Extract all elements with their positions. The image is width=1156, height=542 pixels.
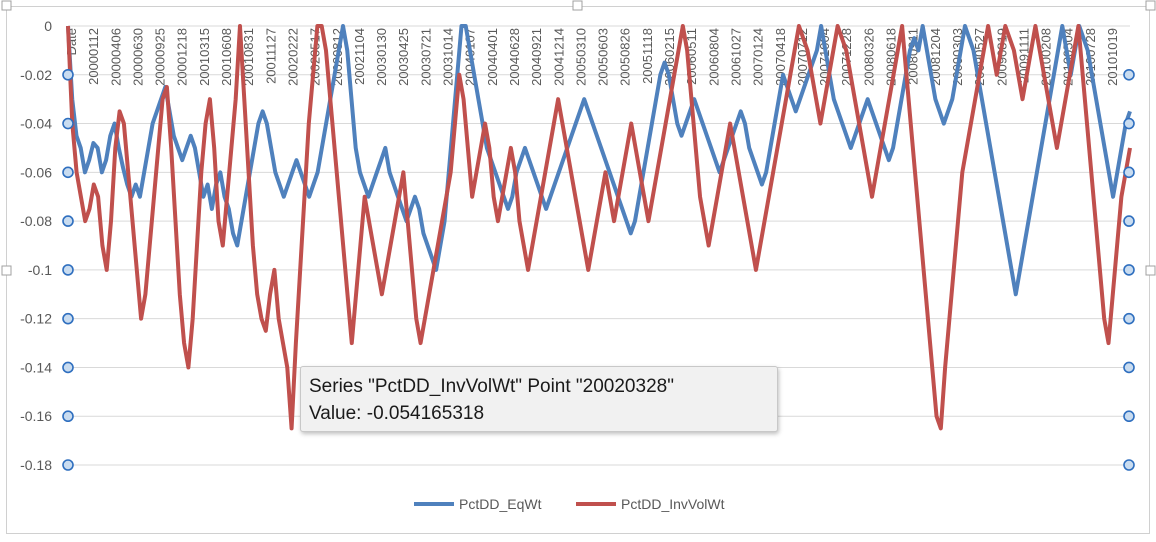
y-tick-label: -0.16 [20, 408, 52, 424]
x-tick-label: 20030721 [418, 28, 433, 86]
x-tick-label: 20000406 [108, 28, 123, 86]
resize-handle-middle-right[interactable] [1145, 265, 1156, 276]
legend-label[interactable]: PctDD_InvVolWt [621, 496, 725, 512]
x-tick-label: 20000925 [153, 28, 168, 86]
x-tick-label: 20000112 [86, 28, 101, 85]
y-tick-label: 0 [44, 18, 52, 34]
y-tick-label: -0.04 [20, 116, 52, 132]
series-line-pctdd-invvolwt[interactable] [66, 24, 1132, 431]
x-tick-label: 20020222 [285, 28, 300, 86]
y-tick-label: -0.02 [20, 67, 52, 83]
x-tick-label: 20070124 [751, 28, 766, 86]
x-tick-label: 20040628 [507, 28, 522, 86]
x-tick-label: 20080326 [861, 28, 876, 86]
x-tick-label: Date [64, 28, 79, 55]
resize-handle-top-left[interactable] [1, 0, 12, 11]
x-tick-label: 20010315 [197, 28, 212, 86]
resize-handle-top-center[interactable] [572, 0, 583, 11]
x-tick-label: 20030130 [374, 28, 389, 86]
series-lines[interactable] [66, 24, 1132, 431]
y-tick-label: -0.14 [20, 359, 52, 375]
x-tick-label: 20101019 [1105, 28, 1120, 86]
right-selection-handle[interactable] [1123, 117, 1135, 130]
x-tick-label: 20031014 [441, 28, 456, 86]
left-selection-handle[interactable] [62, 410, 74, 423]
x-tick-label: 20061027 [728, 28, 743, 86]
resize-handle-middle-left[interactable] [1, 265, 12, 276]
y-tick-label: -0.12 [20, 311, 52, 327]
right-selection-handle[interactable] [1123, 361, 1135, 374]
left-selection-handle[interactable] [62, 361, 74, 374]
legend-label[interactable]: PctDD_EqWt [459, 496, 542, 512]
chart-resize-handles[interactable] [1, 0, 1156, 276]
y-tick-label: -0.06 [20, 164, 52, 180]
y-axis-tick-labels: 0 -0.02 -0.04 -0.06 -0.08 -0.1 -0.12 -0.14 -0.16… [20, 18, 52, 473]
y-tick-label: -0.08 [20, 213, 52, 229]
left-selection-handle[interactable] [62, 459, 74, 471]
x-tick-label: 20021104 [352, 28, 367, 85]
right-selection-handle[interactable] [1123, 312, 1135, 325]
x-tick-label: 20011127 [263, 28, 278, 84]
series-line-pctdd-eqwt[interactable] [66, 24, 1132, 297]
right-selection-handle[interactable] [1123, 68, 1135, 81]
left-selection-handle[interactable] [62, 166, 74, 179]
x-tick-label: 20001218 [175, 28, 190, 86]
left-selection-handle[interactable] [62, 312, 74, 325]
right-selection-handle[interactable] [1123, 410, 1135, 423]
x-tick-label: 20030425 [396, 28, 411, 86]
x-tick-label: 20040401 [485, 28, 500, 86]
left-selection-handle[interactable] [62, 264, 74, 276]
y-tick-label: -0.18 [20, 457, 52, 473]
tooltip-value-line: Value: -0.054165318 [309, 403, 485, 424]
x-tick-label: 20050826 [618, 28, 633, 86]
tooltip-series-line: Series "PctDD_InvVolWt" Point "20020328" [309, 376, 674, 397]
x-tick-label: 20070418 [773, 28, 788, 86]
x-tick-label: 20010608 [219, 28, 234, 86]
selection-handles[interactable] [62, 68, 1135, 471]
left-selection-handle[interactable] [62, 68, 74, 81]
x-tick-label: 20051118 [640, 28, 655, 84]
x-tick-label: 20040921 [529, 28, 544, 86]
data-point-tooltip: Series "PctDD_InvVolWt" Point "20020328"… [300, 366, 778, 432]
left-selection-handle[interactable] [62, 215, 74, 227]
legend[interactable]: PctDD_EqWt PctDD_InvVolWt [414, 496, 725, 512]
right-selection-handle[interactable] [1123, 166, 1135, 179]
x-tick-label: 20050603 [596, 28, 611, 86]
x-tick-label: 20041214 [551, 28, 566, 86]
x-tick-label: 20010831 [241, 28, 256, 86]
right-selection-handle[interactable] [1123, 459, 1135, 471]
right-selection-handle[interactable] [1123, 215, 1135, 227]
resize-handle-top-right[interactable] [1145, 0, 1156, 11]
x-tick-label: 20000630 [130, 28, 145, 86]
y-tick-label: -0.1 [28, 262, 52, 278]
right-selection-handle[interactable] [1123, 264, 1135, 276]
x-tick-label: 20050310 [573, 28, 588, 86]
x-tick-label: 20060804 [706, 28, 721, 86]
left-selection-handle[interactable] [62, 117, 74, 130]
